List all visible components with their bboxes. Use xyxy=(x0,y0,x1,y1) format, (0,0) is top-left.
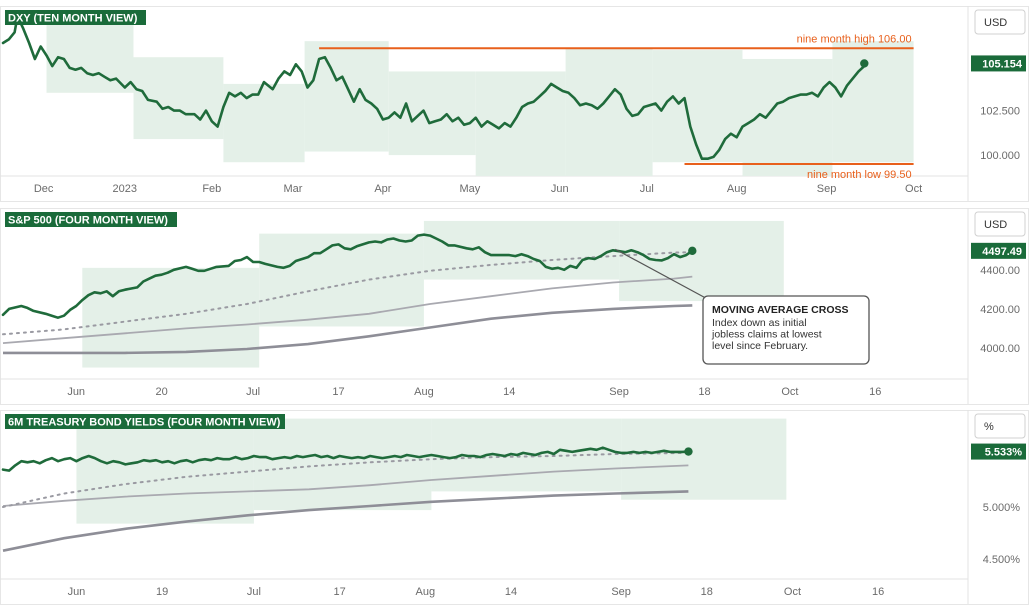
panel-title-badge xyxy=(5,414,285,429)
panel-frame xyxy=(0,208,1029,405)
y-tick-label: 4400.00 xyxy=(980,265,1020,277)
panel-title-badge xyxy=(5,212,177,227)
period-band xyxy=(46,12,134,93)
x-tick-label: Aug xyxy=(727,183,747,195)
last-value-label: 105.154 xyxy=(982,58,1023,70)
x-tick-label: Jul xyxy=(247,586,261,598)
period-band xyxy=(133,57,224,140)
moving-average-line xyxy=(2,251,694,336)
reference-line-label: nine month low 99.50 xyxy=(807,169,912,181)
period-band xyxy=(304,41,389,152)
currency-unit-box xyxy=(974,9,1026,35)
x-tick-label: Sep xyxy=(817,183,837,195)
x-tick-label: 18 xyxy=(701,586,713,598)
last-point-marker xyxy=(684,447,693,456)
last-value-badge xyxy=(971,55,1026,72)
x-tick-label: Aug xyxy=(415,586,435,598)
period-band xyxy=(223,83,305,163)
x-tick-label: Jul xyxy=(640,183,654,195)
panel-0: nine month high 106.00 nine month low 99.… xyxy=(0,6,1029,202)
x-tick-label: Feb xyxy=(202,183,221,195)
x-tick-label: 14 xyxy=(503,386,515,398)
x-tick-label: 17 xyxy=(332,386,344,398)
x-tick-label: Oct xyxy=(784,586,801,598)
y-tick-label: 102.500 xyxy=(980,106,1020,118)
y-tick-label: 5.000% xyxy=(983,502,1021,514)
period-band xyxy=(619,220,784,302)
price-series-line xyxy=(1,446,690,472)
panel-1: 4400.00 4200.00 4000.00 Jun 20 Jul 17 Aug 14 Sep 1… xyxy=(0,208,1029,405)
annotation-box xyxy=(702,295,870,365)
reference-line-label: nine month high 106.00 xyxy=(797,33,912,45)
period-band xyxy=(76,418,254,524)
annotation-text-line: jobless claims at lowest xyxy=(711,329,822,341)
price-series-line xyxy=(1,233,694,319)
x-tick-label: 2023 xyxy=(113,183,137,195)
currency-unit-box xyxy=(974,211,1026,237)
annotation-title: MOVING AVERAGE CROSS xyxy=(712,304,849,316)
x-tick-label: 17 xyxy=(333,586,345,598)
moving-average-line xyxy=(2,490,689,552)
period-band xyxy=(832,41,914,163)
currency-unit-label: % xyxy=(984,421,994,433)
x-tick-label: 20 xyxy=(155,386,167,398)
panel-frame xyxy=(0,410,1029,605)
period-band xyxy=(621,418,787,500)
period-band xyxy=(423,220,620,280)
annotation-text-line: level since February. xyxy=(712,340,808,352)
x-tick-label: Sep xyxy=(609,386,629,398)
price-series-line xyxy=(1,15,866,160)
x-tick-label: 16 xyxy=(869,386,881,398)
period-band xyxy=(259,233,424,327)
x-tick-label: Oct xyxy=(905,183,922,195)
moving-average-line xyxy=(2,451,690,508)
x-tick-label: Jun xyxy=(68,586,86,598)
x-tick-label: Dec xyxy=(34,183,54,195)
x-tick-label: May xyxy=(460,183,481,195)
currency-unit-box xyxy=(974,413,1026,439)
last-point-marker xyxy=(688,246,697,256)
x-tick-label: Jun xyxy=(67,386,85,398)
panel-title: 6M TREASURY BOND YIELDS (FOUR MONTH VIEW… xyxy=(8,417,281,429)
x-tick-label: Jul xyxy=(246,386,260,398)
y-tick-label: 4000.00 xyxy=(980,343,1020,355)
last-value-label: 4497.49 xyxy=(982,246,1022,258)
panel-title: DXY (TEN MONTH VIEW) xyxy=(8,13,138,25)
panel-title: S&P 500 (FOUR MONTH VIEW) xyxy=(8,215,168,227)
x-tick-label: Jun xyxy=(551,183,569,195)
panel-title-badge xyxy=(5,10,146,25)
x-tick-label: Sep xyxy=(611,586,631,598)
last-value-badge xyxy=(971,242,1026,259)
x-tick-label: Oct xyxy=(781,386,798,398)
x-tick-label: 14 xyxy=(505,586,517,598)
x-tick-label: Aug xyxy=(414,386,434,398)
last-value-label: 5.533% xyxy=(985,447,1023,459)
x-tick-label: Mar xyxy=(284,183,303,195)
moving-average-line xyxy=(2,275,693,344)
panel-frame xyxy=(0,6,1029,202)
moving-average-line xyxy=(3,304,693,355)
x-tick-label: 19 xyxy=(156,586,168,598)
y-tick-label: 4200.00 xyxy=(980,304,1020,316)
last-point-marker xyxy=(860,59,869,68)
period-band xyxy=(652,50,743,163)
currency-unit-label: USD xyxy=(984,17,1007,29)
panel-2: 5.000% 4.500% Jun 19 Jul 17 Aug 14 Sep 18 Oct 16 6M … xyxy=(0,410,1029,605)
y-tick-label: 4.500% xyxy=(983,554,1021,566)
moving-average-line xyxy=(2,464,689,507)
x-tick-label: 18 xyxy=(698,386,710,398)
x-tick-label: Apr xyxy=(374,183,391,195)
currency-unit-label: USD xyxy=(984,219,1007,231)
annotation-text-line: Index down as initial xyxy=(712,317,807,329)
x-tick-label: 16 xyxy=(872,586,884,598)
last-value-badge xyxy=(971,443,1026,460)
y-tick-label: 100.000 xyxy=(980,150,1020,162)
